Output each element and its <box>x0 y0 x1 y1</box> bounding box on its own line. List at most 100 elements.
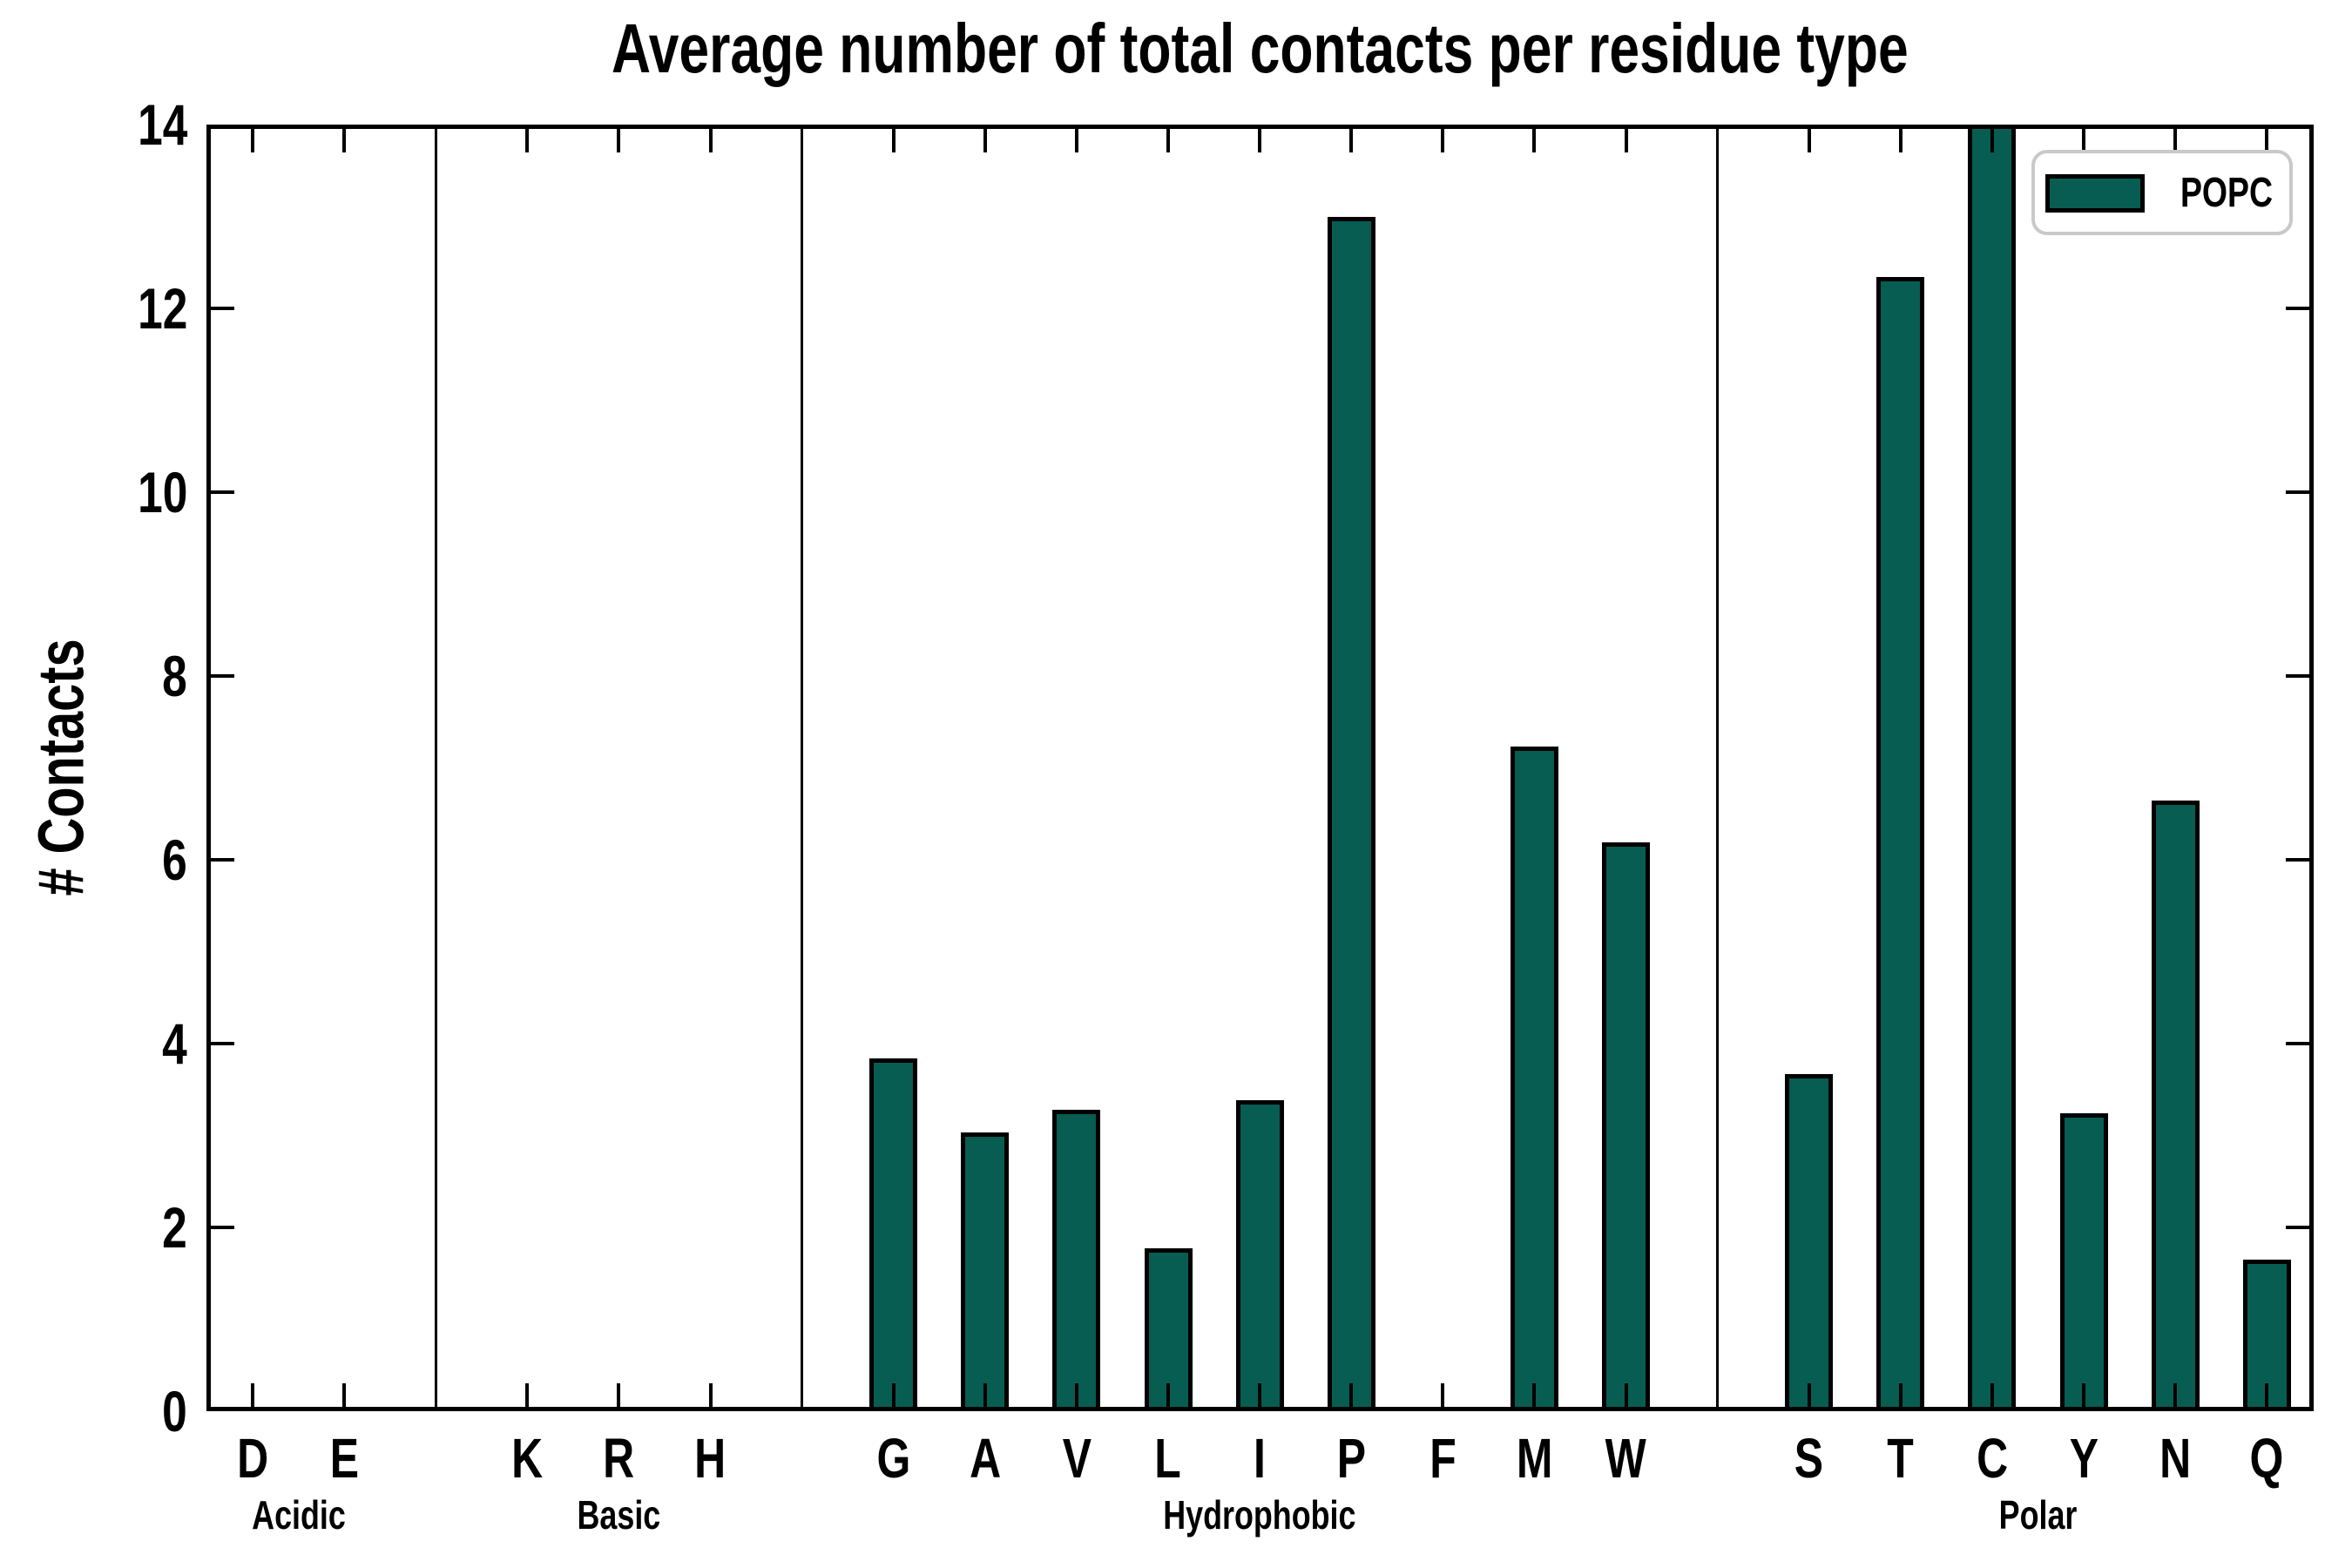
x-tick-bottom-C <box>1990 1383 1994 1411</box>
x-tick-bottom-Y <box>2082 1383 2085 1411</box>
x-tick-label-S: S <box>1794 1427 1824 1490</box>
chart-title-text: Average number of total contacts per res… <box>612 10 1909 87</box>
x-tick-bottom-F <box>1441 1383 1445 1411</box>
y-tick-label-4: 4 <box>162 1011 187 1076</box>
y-tick-label-2: 2 <box>162 1195 187 1260</box>
y-tick-right-4 <box>2286 1042 2314 1045</box>
x-tick-top-A <box>983 125 987 152</box>
x-tick-top-M <box>1532 125 1537 152</box>
x-tick-bottom-M <box>1532 1383 1537 1411</box>
group-separator-line <box>801 125 804 1411</box>
x-tick-top-I <box>1258 125 1262 152</box>
x-tick-bottom-T <box>1898 1383 1903 1411</box>
legend-swatch-popc <box>2045 174 2145 213</box>
x-tick-top-P <box>1349 125 1354 152</box>
y-tick-right-12 <box>2286 307 2314 310</box>
y-tick-label-6: 6 <box>162 828 187 892</box>
x-tick-label-K: K <box>511 1427 544 1490</box>
x-tick-bottom-N <box>2173 1383 2178 1411</box>
group-label-polar: Polar <box>1998 1492 2078 1538</box>
group-label-hydrophobic: Hydrophobic <box>1163 1492 1356 1538</box>
bar-Y <box>2059 1113 2108 1411</box>
y-tick-right-6 <box>2286 858 2314 862</box>
bar-T <box>1876 277 1925 1411</box>
x-tick-bottom-I <box>1258 1383 1262 1411</box>
x-tick-label-Q: Q <box>2249 1427 2284 1490</box>
group-separator-line <box>1716 125 1720 1411</box>
x-tick-top-F <box>1441 125 1445 152</box>
x-tick-top-T <box>1898 125 1903 152</box>
y-tick-label-12: 12 <box>137 276 187 341</box>
x-tick-bottom-D <box>251 1383 254 1411</box>
chart-title: Average number of total contacts per res… <box>206 10 2314 87</box>
bar-V <box>1052 1109 1101 1411</box>
x-tick-label-F: F <box>1429 1427 1456 1490</box>
y-tick-left-4 <box>206 1042 234 1045</box>
y-tick-right-8 <box>2286 674 2314 678</box>
x-tick-label-D: D <box>236 1427 269 1490</box>
y-tick-label-8: 8 <box>162 644 187 708</box>
x-tick-top-D <box>251 125 254 152</box>
y-tick-left-12 <box>206 307 234 310</box>
x-tick-top-R <box>617 125 621 152</box>
bar-P <box>1327 216 1375 1411</box>
x-tick-bottom-W <box>1624 1383 1628 1411</box>
x-tick-label-R: R <box>603 1427 635 1490</box>
x-tick-bottom-V <box>1074 1383 1078 1411</box>
x-tick-label-G: G <box>876 1427 911 1490</box>
x-tick-label-I: I <box>1254 1427 1267 1490</box>
x-tick-bottom-Q <box>2265 1383 2269 1411</box>
y-tick-label-0: 0 <box>162 1379 187 1443</box>
bar-A <box>961 1132 1010 1411</box>
group-separator-line <box>434 125 437 1411</box>
bar-C <box>1968 125 2017 1411</box>
bar-S <box>1785 1073 1834 1411</box>
x-tick-bottom-K <box>525 1383 530 1411</box>
x-tick-label-Y: Y <box>2069 1427 2099 1490</box>
y-tick-right-10 <box>2286 490 2314 494</box>
x-tick-label-C: C <box>1976 1427 2008 1490</box>
x-tick-top-G <box>891 125 896 152</box>
x-tick-top-L <box>1166 125 1170 152</box>
x-tick-label-E: E <box>329 1427 359 1490</box>
bar-M <box>1510 747 1558 1411</box>
x-tick-top-N <box>2173 125 2178 152</box>
x-tick-label-M: M <box>1516 1427 1553 1490</box>
bar-I <box>1235 1100 1284 1411</box>
legend: POPC <box>2031 150 2293 235</box>
x-tick-label-L: L <box>1154 1427 1182 1490</box>
x-tick-top-Y <box>2082 125 2085 152</box>
x-tick-top-S <box>1807 125 1811 152</box>
x-tick-bottom-R <box>617 1383 621 1411</box>
x-tick-bottom-L <box>1166 1383 1170 1411</box>
x-tick-top-K <box>525 125 530 152</box>
y-tick-left-10 <box>206 490 234 494</box>
x-tick-label-N: N <box>2159 1427 2192 1490</box>
x-tick-label-W: W <box>1605 1427 1647 1490</box>
bar-W <box>1602 841 1650 1411</box>
x-tick-label-A: A <box>969 1427 1001 1490</box>
x-tick-label-V: V <box>1062 1427 1092 1490</box>
group-label-basic: Basic <box>577 1492 661 1538</box>
x-tick-top-V <box>1074 125 1078 152</box>
x-tick-bottom-S <box>1807 1383 1811 1411</box>
x-tick-bottom-A <box>983 1383 987 1411</box>
group-label-acidic: Acidic <box>251 1492 346 1538</box>
y-tick-left-6 <box>206 858 234 862</box>
x-tick-label-P: P <box>1336 1427 1366 1490</box>
y-tick-label-14: 14 <box>137 92 187 157</box>
x-tick-label-T: T <box>1887 1427 1915 1490</box>
x-tick-top-W <box>1624 125 1628 152</box>
bar-N <box>2151 801 2200 1411</box>
x-tick-bottom-E <box>342 1383 347 1411</box>
plot-area <box>206 125 2314 1411</box>
x-tick-top-H <box>708 125 713 152</box>
y-tick-right-2 <box>2286 1226 2314 1229</box>
x-tick-top-C <box>1990 125 1994 152</box>
x-tick-top-Q <box>2265 125 2269 152</box>
y-tick-label-10: 10 <box>137 460 187 524</box>
x-tick-top-E <box>342 125 347 152</box>
legend-entry: POPC <box>2166 153 2288 232</box>
x-tick-bottom-P <box>1349 1383 1354 1411</box>
